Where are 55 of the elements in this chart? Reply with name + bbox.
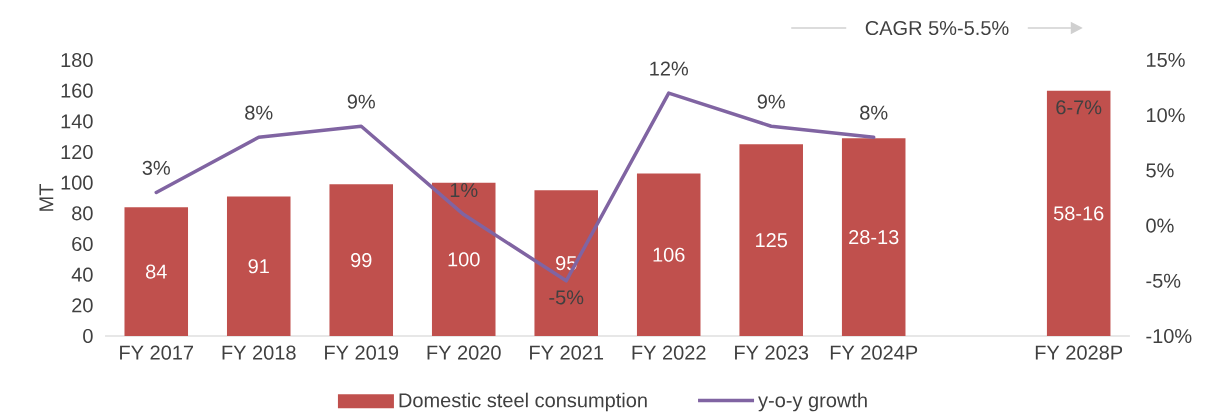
bar <box>841 138 906 336</box>
y-tick-label: 160 <box>61 83 93 98</box>
y-tick-label: 120 <box>61 144 93 160</box>
data-label: 12% <box>650 61 689 76</box>
x-tick-label: FY 2018 <box>222 345 296 360</box>
y-tick-label: 100 <box>61 175 93 190</box>
data-label: 125 <box>756 233 788 248</box>
y-tick-label: 40 <box>71 267 93 282</box>
bar <box>739 144 803 336</box>
bar <box>534 190 598 336</box>
data-label: 58-16 <box>1053 206 1104 221</box>
data-label: 28-13 <box>849 230 899 245</box>
data-label: 9% <box>757 94 785 109</box>
y2-tick-label: 0% <box>1146 218 1174 233</box>
x-tick-label: FY 2022 <box>632 345 706 360</box>
y2-tick-label: 15% <box>1147 52 1185 68</box>
bar <box>226 196 291 336</box>
x-tick-label: FY 2017 <box>120 345 194 360</box>
annotation: 6-7% <box>1056 100 1102 115</box>
bar <box>431 182 496 336</box>
y-tick-label: 80 <box>72 206 93 221</box>
data-label: -5% <box>549 290 584 305</box>
data-label: 8% <box>860 105 888 120</box>
bar <box>124 207 189 336</box>
bar <box>329 184 394 336</box>
y-tick-label: 180 <box>61 52 93 68</box>
x-tick-label: FY 2028P <box>1035 345 1123 360</box>
y2-tick-label: -5% <box>1146 273 1181 288</box>
x-tick-label: FY 2021 <box>530 345 604 360</box>
x-tick-label: FY 2024P <box>830 345 918 360</box>
y-tick-label: 140 <box>61 114 93 129</box>
data-label: 3% <box>142 160 170 175</box>
x-tick-label: FY 2020 <box>427 345 501 360</box>
data-label: 106 <box>653 247 685 262</box>
data-label: 84 <box>145 264 167 279</box>
y-axis-title: MT <box>39 184 54 211</box>
y2-tick-label: 5% <box>1146 163 1174 178</box>
data-label: 99 <box>351 253 372 268</box>
data-label: 9% <box>347 94 375 109</box>
y-tick-label: 0 <box>83 328 93 344</box>
x-tick-label: FY 2023 <box>735 345 809 360</box>
legend-label: y-o-y growth <box>758 392 867 412</box>
y-tick-label: 20 <box>72 298 93 313</box>
y2-tick-label: -10% <box>1146 328 1192 344</box>
data-label: 100 <box>448 252 480 267</box>
data-label: 91 <box>248 259 269 274</box>
y-tick-label: 60 <box>72 236 93 252</box>
y2-tick-label: 10% <box>1147 108 1185 123</box>
bar <box>1046 90 1111 336</box>
text: CAGR 5%-5.5% <box>865 20 1009 36</box>
data-label: 1% <box>450 183 478 198</box>
bar <box>636 173 701 336</box>
data-label: 8% <box>245 105 273 120</box>
x-tick-label: FY 2019 <box>325 345 399 360</box>
legend-label: Domestic steel consumption <box>399 392 647 412</box>
